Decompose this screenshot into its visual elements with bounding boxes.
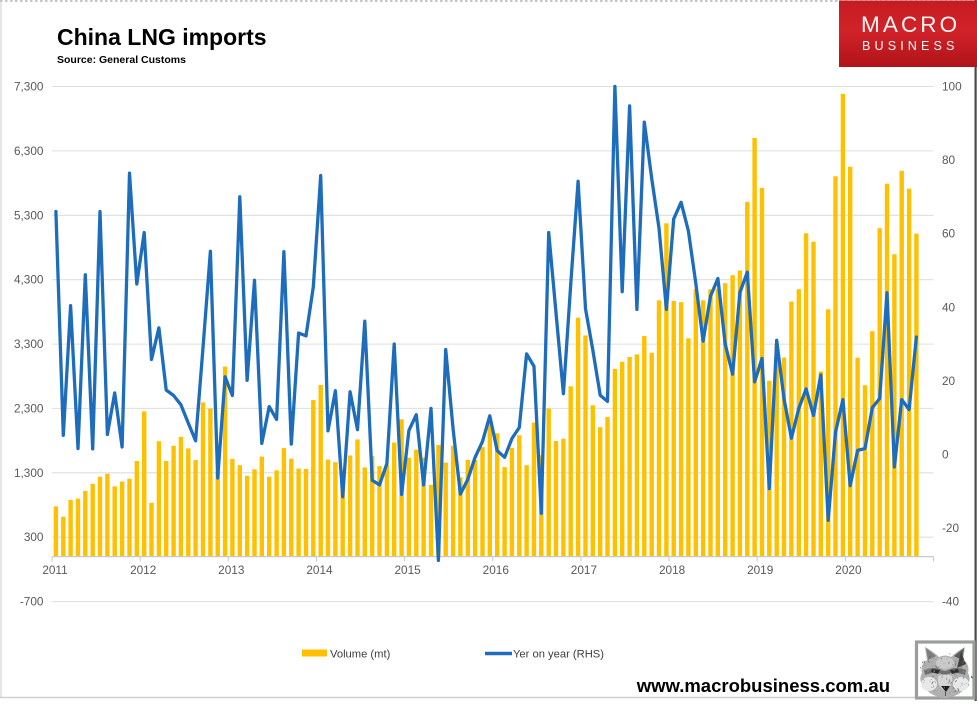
- svg-text:2019: 2019: [747, 563, 773, 577]
- svg-text:5,300: 5,300: [14, 208, 44, 222]
- svg-text:20: 20: [942, 374, 956, 388]
- svg-text:2020: 2020: [835, 563, 862, 577]
- svg-text:1,300: 1,300: [14, 466, 44, 480]
- svg-text:3,300: 3,300: [14, 337, 44, 351]
- svg-text:-40: -40: [942, 595, 959, 609]
- svg-text:2015: 2015: [394, 563, 421, 577]
- svg-text:2012: 2012: [130, 563, 156, 577]
- svg-text:Yer on year (RHS): Yer on year (RHS): [513, 649, 604, 661]
- svg-text:60: 60: [942, 227, 956, 241]
- svg-text:BUSINESS: BUSINESS: [862, 39, 959, 53]
- svg-text:-20: -20: [942, 521, 959, 535]
- svg-text:6,300: 6,300: [14, 144, 44, 158]
- svg-text:2,300: 2,300: [14, 401, 44, 415]
- svg-text:4,300: 4,300: [14, 273, 44, 287]
- svg-text:Source: General Customs: Source: General Customs: [57, 54, 186, 66]
- svg-text:-700: -700: [20, 595, 44, 609]
- svg-text:2014: 2014: [306, 563, 333, 577]
- svg-text:MACRO: MACRO: [861, 12, 960, 37]
- svg-text:Volume (mt): Volume (mt): [330, 649, 391, 661]
- svg-text:2013: 2013: [218, 563, 245, 577]
- svg-text:2016: 2016: [483, 563, 510, 577]
- svg-text:China LNG imports: China LNG imports: [57, 24, 267, 50]
- svg-text:2011: 2011: [42, 563, 67, 577]
- svg-text:7,300: 7,300: [14, 80, 44, 94]
- svg-text:40: 40: [942, 300, 956, 314]
- svg-text:2018: 2018: [659, 563, 686, 577]
- svg-text:0: 0: [942, 448, 949, 462]
- svg-text:300: 300: [24, 530, 44, 544]
- svg-text:100: 100: [942, 80, 962, 94]
- svg-text:2017: 2017: [571, 563, 597, 577]
- svg-text:www.macrobusiness.com.au: www.macrobusiness.com.au: [636, 675, 890, 696]
- svg-text:80: 80: [942, 153, 956, 167]
